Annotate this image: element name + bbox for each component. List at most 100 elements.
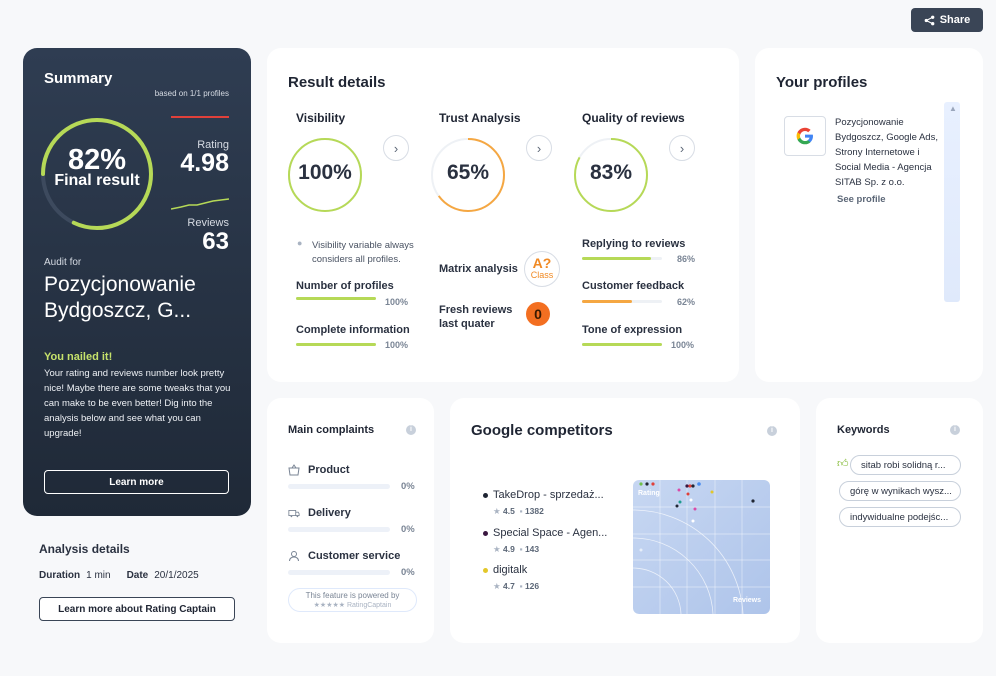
date-value: 20/1/2025 <box>154 570 199 581</box>
rating-divider <box>171 116 229 118</box>
google-icon <box>784 116 826 156</box>
main-complaints-card: Main complaints i Product 0% Delivery 0%… <box>267 398 434 643</box>
share-icon <box>924 15 935 25</box>
rating-label: Rating <box>197 139 229 151</box>
learn-more-button[interactable]: Learn more <box>44 470 229 494</box>
duration-label: Duration <box>39 570 81 581</box>
person-icon <box>289 551 299 562</box>
truck-icon <box>288 510 300 518</box>
summary-message: Your rating and reviews number look pret… <box>44 368 231 439</box>
profiles-scrollbar[interactable]: ▲ <box>944 102 960 302</box>
google-competitors-title: Google competitors <box>471 422 613 439</box>
competitor-meta: ★ 4.5 ▪ 1382 <box>493 506 544 517</box>
tone-of-expression-label: Tone of expression <box>582 324 683 336</box>
number-of-profiles-label: Number of profiles <box>296 280 394 292</box>
number-of-profiles-pct: 100% <box>385 297 409 307</box>
trust-analysis-title: Trust Analysis <box>439 111 521 125</box>
google-competitors-card: Google competitors i TakeDrop - sprzedaż… <box>450 398 800 643</box>
powered-by-brand: ★★★★★ RatingCaptain <box>313 602 392 609</box>
keyword-pill[interactable]: sitab robi solidną r... <box>850 455 961 475</box>
competitor-name: TakeDrop - sprzedaż... <box>493 489 604 501</box>
date-label: Date <box>126 570 149 581</box>
share-label: Share <box>939 14 971 26</box>
share-button[interactable]: Share <box>911 8 983 32</box>
info-icon[interactable]: i <box>950 425 960 435</box>
info-icon[interactable]: i <box>406 425 416 435</box>
complaint-bar <box>288 484 390 489</box>
audit-company-name: Pozycjonowanie Bydgoszcz, G... <box>44 273 196 322</box>
competitor-name: Special Space - Agen... <box>493 527 608 539</box>
main-complaints-title: Main complaints <box>288 424 375 436</box>
reviews-value: 63 <box>202 228 229 255</box>
see-profile-link[interactable]: See profile <box>837 194 886 205</box>
thumbs-up-icon: 👍︎ <box>837 458 849 470</box>
visibility-value: 100% <box>298 161 352 184</box>
comment-icon: ▪ <box>519 544 523 554</box>
quality-arrow-button[interactable]: › <box>669 135 695 161</box>
analysis-details-title: Analysis details <box>39 542 130 556</box>
competitor-rating: 4.7 <box>503 581 515 591</box>
fresh-reviews-label: Fresh reviews last quater <box>439 304 513 330</box>
final-result-gauge <box>41 118 153 230</box>
keyword-pill[interactable]: górę w wynikach wysz... <box>839 481 961 501</box>
keyword-pill[interactable]: indywidualne podejśc... <box>839 507 961 527</box>
powered-by-text: This feature is powered by <box>305 591 400 600</box>
complaint-label: Delivery <box>308 507 351 519</box>
visibility-gauge <box>288 138 362 212</box>
learn-more-rating-captain-button[interactable]: Learn more about Rating Captain <box>39 597 235 621</box>
profile-name: Pozycjonowanie Bydgoszcz, Google Ads, St… <box>835 117 938 188</box>
based-on-text: based on 1/1 profiles <box>154 89 229 98</box>
summary-title: Summary <box>44 70 113 87</box>
audit-for-label: Audit for <box>44 257 82 268</box>
replying-to-reviews-pct: 86% <box>677 254 696 264</box>
complaint-delivery: Delivery <box>288 507 351 519</box>
matrix-class: Class <box>530 270 554 280</box>
your-profiles-title: Your profiles <box>776 74 868 91</box>
trust-gauge <box>431 138 505 212</box>
summary-card: Summary based on 1/1 profiles 82% Final … <box>23 48 251 516</box>
customer-feedback-bar <box>582 300 662 303</box>
reviews-label: Reviews <box>187 217 229 229</box>
complete-information-label: Complete information <box>296 324 410 336</box>
customer-feedback-label: Customer feedback <box>582 280 685 292</box>
star-icon: ★ <box>493 544 501 554</box>
star-icon: ★ <box>493 506 501 516</box>
number-of-profiles-bar <box>296 297 376 300</box>
complaint-product: Product <box>288 464 350 476</box>
competitor-color-dot <box>483 531 488 536</box>
nailed-heading: You nailed it! <box>44 351 113 363</box>
complaint-label: Customer service <box>308 550 401 562</box>
complaint-pct: 0% <box>401 567 415 578</box>
quality-of-reviews-title: Quality of reviews <box>582 111 685 125</box>
complaint-pct: 0% <box>401 481 415 492</box>
powered-by-badge[interactable]: This feature is powered by ★★★★★ RatingC… <box>288 588 417 612</box>
trust-value: 65% <box>446 161 490 184</box>
final-result-label: Final result <box>54 172 140 189</box>
comment-icon: ▪ <box>519 506 523 516</box>
chevron-right-icon: › <box>679 140 685 156</box>
complaint-pct: 0% <box>401 524 415 535</box>
customer-feedback-pct: 62% <box>677 297 696 307</box>
competitor-color-dot <box>483 568 488 573</box>
tone-of-expression-pct: 100% <box>671 340 695 350</box>
trust-arrow-button[interactable]: › <box>526 135 552 161</box>
basket-icon <box>288 464 300 476</box>
replying-to-reviews-label: Replying to reviews <box>582 238 686 250</box>
visibility-title: Visibility <box>296 111 346 125</box>
fresh-reviews-badge: 0 <box>526 302 550 326</box>
visibility-arrow-button[interactable]: › <box>383 135 409 161</box>
plot-x-label: Reviews <box>733 597 761 604</box>
info-icon[interactable]: i <box>767 426 777 436</box>
complaint-label: Product <box>308 464 350 476</box>
scroll-up-icon: ▲ <box>949 104 957 113</box>
result-details-card: Result details Visibility 100% › ● Visib… <box>267 48 739 382</box>
competitor-meta: ★ 4.7 ▪ 126 <box>493 581 539 592</box>
matrix-grade: A? <box>532 255 552 271</box>
chevron-right-icon: › <box>536 140 542 156</box>
competitor-reviews: 143 <box>524 544 540 554</box>
result-details-title: Result details <box>288 74 386 91</box>
competitor-reviews: 1382 <box>524 506 544 516</box>
reviews-sparkline <box>171 198 229 210</box>
matrix-class-badge: A? Class <box>524 251 560 287</box>
competitor-rating: 4.5 <box>503 506 515 516</box>
